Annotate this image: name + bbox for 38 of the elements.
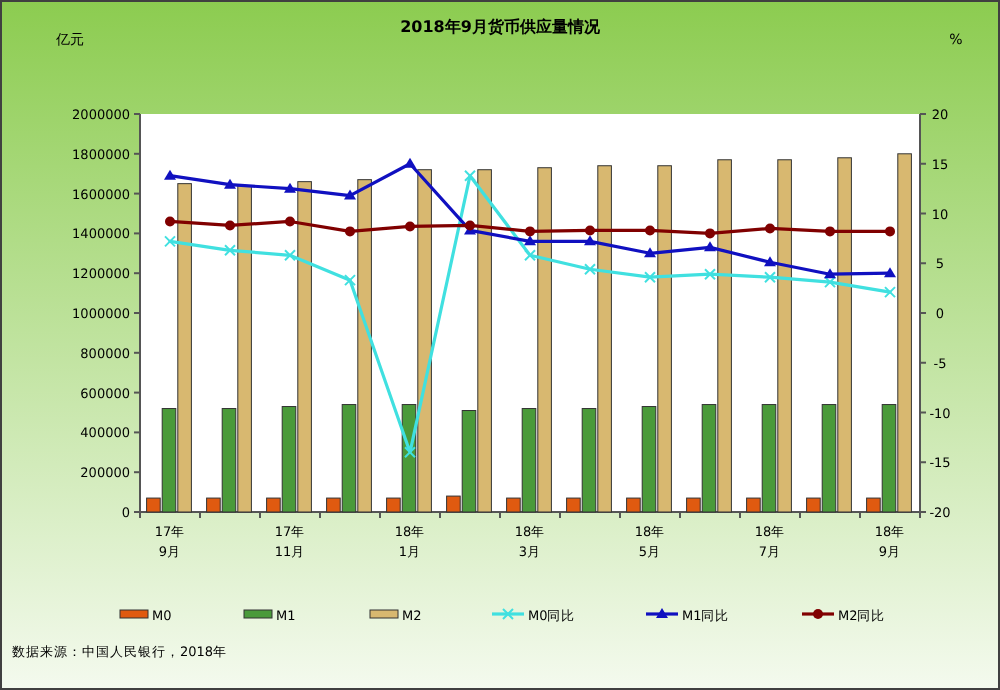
point bbox=[344, 274, 356, 287]
point bbox=[884, 286, 896, 299]
point bbox=[284, 182, 296, 193]
point bbox=[645, 225, 655, 236]
point bbox=[524, 235, 536, 246]
point bbox=[345, 226, 355, 237]
point bbox=[884, 267, 896, 278]
point bbox=[344, 189, 356, 200]
point bbox=[404, 446, 416, 459]
point bbox=[705, 228, 715, 239]
point bbox=[584, 263, 596, 276]
point bbox=[764, 271, 776, 284]
point bbox=[704, 268, 716, 281]
point bbox=[704, 241, 716, 252]
point bbox=[285, 216, 295, 227]
point bbox=[284, 249, 296, 262]
point bbox=[585, 225, 595, 236]
point bbox=[644, 271, 656, 284]
point bbox=[464, 169, 476, 182]
point bbox=[825, 226, 835, 237]
point bbox=[225, 220, 235, 231]
point bbox=[165, 216, 175, 227]
point bbox=[405, 221, 415, 232]
point bbox=[224, 178, 236, 189]
point bbox=[885, 226, 895, 237]
point bbox=[524, 249, 536, 262]
point bbox=[224, 244, 236, 257]
point bbox=[164, 235, 176, 248]
point bbox=[764, 256, 776, 267]
chart-title: 2018年9月货币供应量情况 bbox=[400, 16, 602, 36]
point bbox=[164, 169, 176, 180]
point bbox=[765, 223, 775, 234]
point bbox=[404, 157, 416, 168]
point bbox=[824, 276, 836, 289]
point bbox=[644, 247, 656, 258]
point bbox=[584, 235, 596, 246]
point bbox=[824, 268, 836, 279]
point bbox=[525, 226, 535, 237]
